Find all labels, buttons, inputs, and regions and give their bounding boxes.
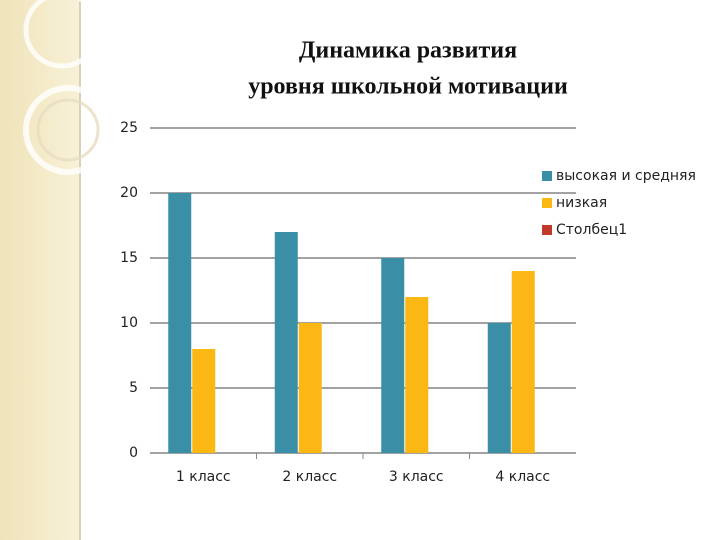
bar	[274, 232, 298, 453]
legend-swatch	[542, 171, 552, 181]
legend-swatch	[542, 198, 552, 208]
x-tick-label: 3 класс	[389, 469, 444, 485]
x-tick-label: 4 класс	[495, 469, 550, 485]
bar	[511, 271, 535, 453]
y-tick-label: 20	[120, 185, 138, 201]
y-tick-label: 10	[120, 315, 138, 331]
bar	[298, 323, 322, 453]
y-tick-label: 5	[129, 380, 138, 396]
bar	[381, 258, 405, 453]
decoration	[0, 0, 113, 540]
bar	[487, 323, 511, 453]
bar	[405, 297, 429, 453]
bar	[168, 193, 192, 453]
legend-label: Столбец1	[556, 222, 627, 238]
legend-label: высокая и средняя	[556, 168, 696, 184]
y-tick-label: 15	[120, 250, 138, 266]
bar	[192, 349, 216, 453]
chart-title: уровня школьной мотивации	[248, 74, 568, 100]
legend-swatch	[542, 225, 552, 235]
x-tick-label: 2 класс	[282, 469, 337, 485]
y-tick-label: 25	[120, 120, 138, 136]
chart-title: Динамика развития	[299, 38, 517, 64]
legend-label: низкая	[556, 195, 607, 211]
y-tick-label: 0	[129, 445, 138, 461]
x-tick-label: 1 класс	[176, 469, 231, 485]
